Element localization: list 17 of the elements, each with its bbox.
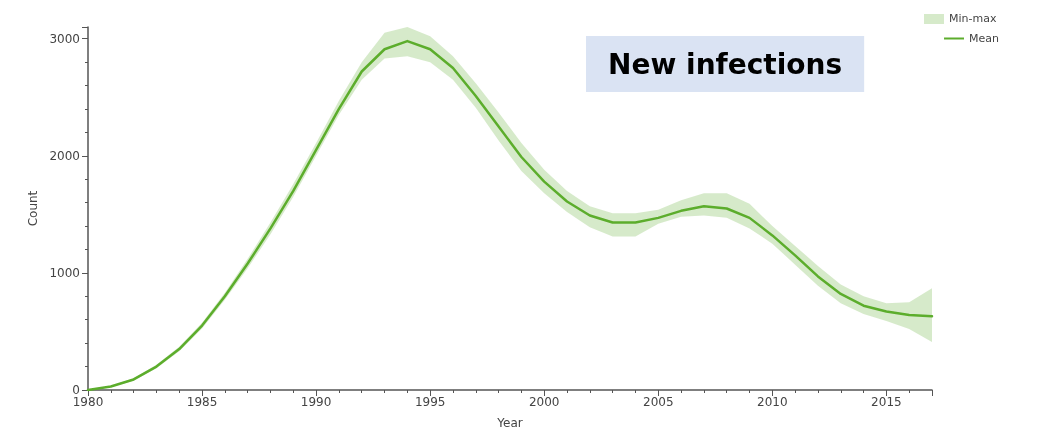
x-tick-label: 1980: [72, 395, 104, 409]
x-tick-label: 1990: [300, 395, 332, 409]
y-tick-label: 0: [72, 383, 80, 397]
legend-label: Mean: [969, 32, 1000, 45]
y-tick-label: 1000: [49, 265, 80, 280]
text: New infections: [608, 47, 843, 81]
x-tick-label: 2000: [528, 395, 560, 409]
y-axis-title: Count: [25, 190, 40, 227]
text: Min-max: [949, 12, 997, 25]
x-tick-label: 2010: [757, 395, 788, 409]
y-tick-label: 3000: [49, 31, 80, 46]
x-axis-title: Year: [496, 416, 523, 430]
x-tick-label: 1995: [414, 395, 446, 409]
y-tick-label: 2000: [49, 148, 80, 163]
x-tick-label: 2005: [643, 395, 674, 409]
x-tick-label: 1985: [186, 395, 218, 409]
x-tick-label: 2015: [871, 395, 902, 409]
